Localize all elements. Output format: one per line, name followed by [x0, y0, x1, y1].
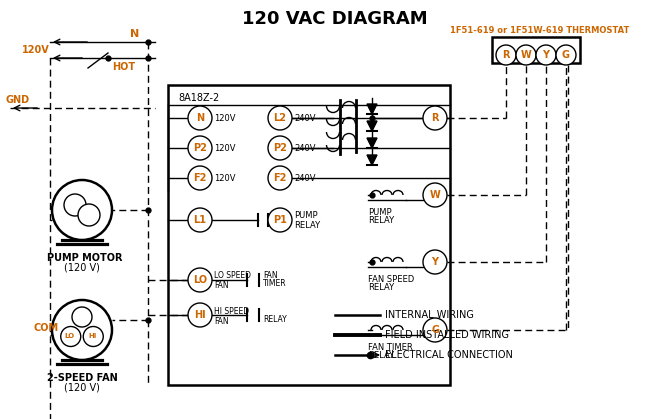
Text: 120V: 120V — [22, 45, 50, 55]
Text: G: G — [431, 325, 439, 335]
Circle shape — [536, 45, 556, 65]
Text: PUMP: PUMP — [368, 207, 392, 217]
Circle shape — [188, 136, 212, 160]
Text: PUMP: PUMP — [294, 210, 318, 220]
Polygon shape — [367, 138, 377, 148]
Text: HI SPEED: HI SPEED — [214, 307, 249, 316]
Text: (120 V): (120 V) — [64, 263, 100, 273]
Text: R: R — [431, 113, 439, 123]
Text: Y: Y — [543, 50, 549, 60]
Text: RELAY: RELAY — [368, 351, 394, 360]
Circle shape — [188, 208, 212, 232]
Text: N: N — [131, 29, 139, 39]
Text: LO SPEED: LO SPEED — [214, 272, 251, 280]
Text: 240V: 240V — [294, 143, 316, 153]
Text: FAN: FAN — [214, 316, 228, 326]
Circle shape — [496, 45, 516, 65]
Text: RELAY: RELAY — [368, 215, 394, 225]
Text: RELAY: RELAY — [294, 220, 320, 230]
Text: FIELD INSTALLED WIRING: FIELD INSTALLED WIRING — [385, 330, 509, 340]
Polygon shape — [367, 155, 377, 165]
Circle shape — [188, 166, 212, 190]
Circle shape — [268, 106, 292, 130]
Text: 240V: 240V — [294, 114, 316, 122]
Circle shape — [516, 45, 536, 65]
Text: N: N — [196, 113, 204, 123]
Text: R: R — [502, 50, 510, 60]
Circle shape — [61, 326, 81, 347]
Circle shape — [268, 136, 292, 160]
Text: G: G — [562, 50, 570, 60]
Text: W: W — [521, 50, 531, 60]
Text: P1: P1 — [273, 215, 287, 225]
Text: L2: L2 — [273, 113, 287, 123]
Polygon shape — [367, 121, 377, 131]
Text: ELECTRICAL CONNECTION: ELECTRICAL CONNECTION — [385, 350, 513, 360]
Text: 2-SPEED FAN: 2-SPEED FAN — [47, 373, 118, 383]
Circle shape — [423, 318, 447, 342]
Circle shape — [268, 208, 292, 232]
Circle shape — [52, 180, 112, 240]
Circle shape — [72, 307, 92, 327]
Text: HI: HI — [88, 334, 96, 339]
Text: PUMP MOTOR: PUMP MOTOR — [47, 253, 123, 263]
Circle shape — [423, 250, 447, 274]
Text: 120V: 120V — [214, 114, 235, 122]
Circle shape — [64, 194, 86, 216]
Text: FAN SPEED: FAN SPEED — [368, 274, 414, 284]
Circle shape — [188, 268, 212, 292]
Circle shape — [78, 204, 100, 226]
Text: FAN: FAN — [263, 271, 277, 279]
Circle shape — [83, 326, 103, 347]
Text: COM: COM — [34, 323, 59, 333]
Text: GND: GND — [5, 95, 29, 105]
Polygon shape — [367, 104, 377, 114]
Text: RELAY: RELAY — [263, 316, 287, 324]
Text: 120V: 120V — [214, 173, 235, 183]
Text: L1: L1 — [194, 215, 206, 225]
Text: INTERNAL WIRING: INTERNAL WIRING — [385, 310, 474, 320]
Text: FAN TIMER: FAN TIMER — [368, 342, 413, 352]
Text: (120 V): (120 V) — [64, 383, 100, 393]
Text: P2: P2 — [193, 143, 207, 153]
Text: 120V: 120V — [214, 143, 235, 153]
Text: LO: LO — [193, 275, 207, 285]
Text: LO: LO — [65, 334, 75, 339]
Circle shape — [556, 45, 576, 65]
Text: TIMER: TIMER — [263, 279, 287, 289]
Text: 240V: 240V — [294, 173, 316, 183]
Text: 120 VAC DIAGRAM: 120 VAC DIAGRAM — [242, 10, 428, 28]
Circle shape — [188, 303, 212, 327]
Text: 8A18Z-2: 8A18Z-2 — [178, 93, 219, 103]
Text: P2: P2 — [273, 143, 287, 153]
Text: 1F51-619 or 1F51W-619 THERMOSTAT: 1F51-619 or 1F51W-619 THERMOSTAT — [450, 26, 630, 35]
Bar — [492, 37, 580, 63]
Circle shape — [188, 106, 212, 130]
Bar — [168, 85, 450, 385]
Text: HI: HI — [194, 310, 206, 320]
Text: RELAY: RELAY — [368, 282, 394, 292]
Text: FAN: FAN — [214, 282, 228, 290]
Circle shape — [423, 183, 447, 207]
Text: F2: F2 — [194, 173, 206, 183]
Text: W: W — [429, 190, 440, 200]
Circle shape — [268, 166, 292, 190]
Text: Y: Y — [431, 257, 438, 267]
Text: F2: F2 — [273, 173, 287, 183]
Circle shape — [423, 106, 447, 130]
Text: HOT: HOT — [112, 62, 135, 72]
Circle shape — [52, 300, 112, 360]
